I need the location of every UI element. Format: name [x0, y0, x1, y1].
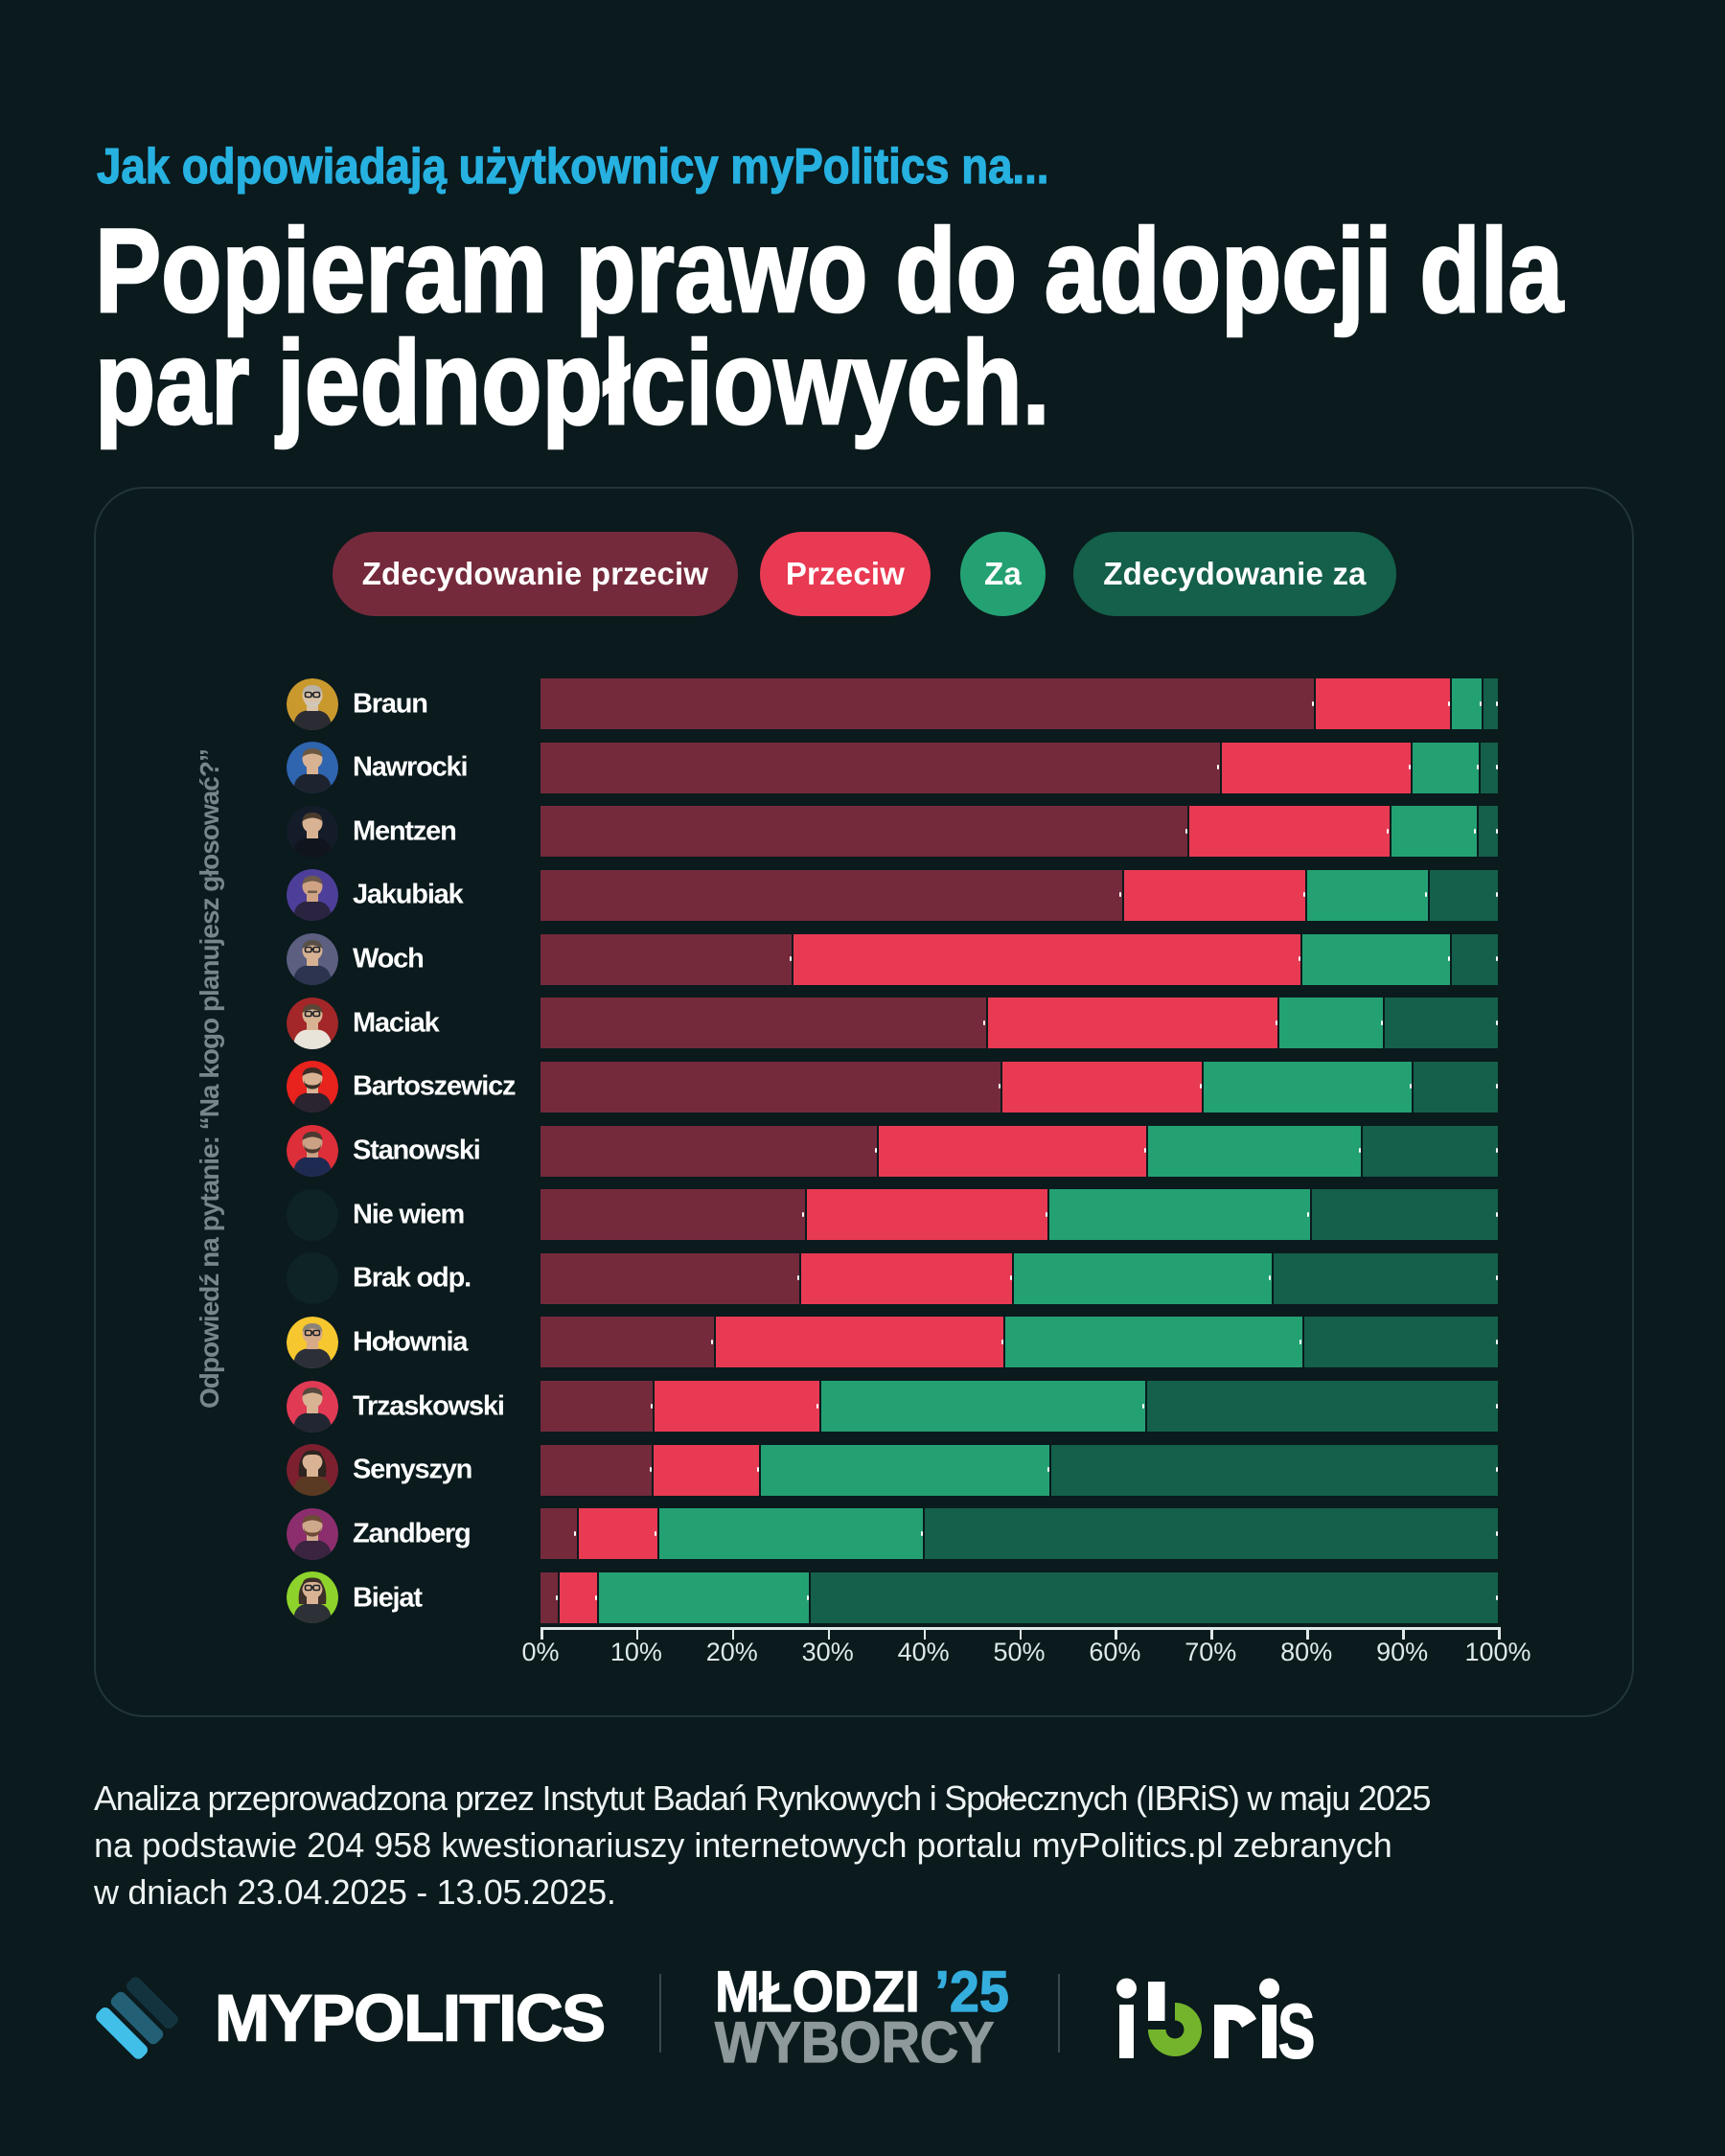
svg-text:s: s: [1276, 1965, 1317, 2070]
